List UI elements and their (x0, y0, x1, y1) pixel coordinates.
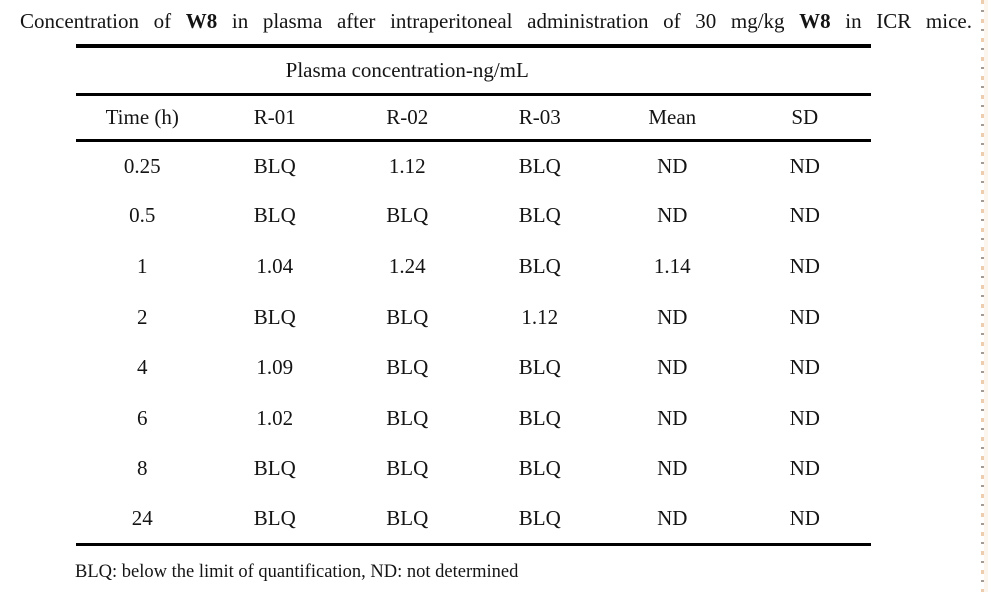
table-row: 4 1.09 BLQ BLQ ND ND (76, 342, 871, 393)
cell-sd: ND (789, 405, 820, 430)
cell-mean: ND (657, 203, 688, 228)
col-header-r03: R-03 (473, 94, 606, 142)
cell-r01: BLQ (253, 456, 296, 481)
cell-r03: BLQ (473, 494, 606, 547)
table-row: 0.5 BLQ BLQ BLQ ND ND (76, 191, 871, 242)
col-header-r02: R-02 (341, 94, 474, 142)
cell-mean: 1.14 (653, 253, 691, 278)
table-row: 1 1.04 1.24 BLQ 1.14 ND (76, 241, 871, 292)
cell-mean: ND (657, 355, 688, 380)
cell-r01: 1.09 (256, 355, 294, 380)
cell-r03: BLQ (518, 153, 561, 178)
table-column-header-row: Time (h) R-01 R-02 R-03 Mean SD (76, 94, 871, 142)
cell-time: 8 (137, 456, 148, 481)
col-header-sd: SD (738, 94, 871, 142)
cell-r03: BLQ (518, 405, 561, 430)
caption-compound-name-2: W8 (799, 9, 831, 33)
cell-r02: BLQ (386, 203, 429, 228)
cell-sd: ND (789, 203, 820, 228)
cell-mean: ND (657, 153, 688, 178)
cell-r01: BLQ (208, 494, 341, 547)
cell-time: 6 (137, 405, 148, 430)
cell-mean: ND (606, 494, 739, 547)
table-row: 8 BLQ BLQ BLQ ND ND (76, 444, 871, 495)
cell-r02: BLQ (386, 456, 429, 481)
cell-mean: ND (657, 405, 688, 430)
col-header-mean: Mean (606, 94, 739, 142)
table-row: 24 BLQ BLQ BLQ ND ND (76, 494, 871, 547)
cell-r01: BLQ (253, 203, 296, 228)
scan-page-margin (984, 0, 988, 592)
cell-r03: BLQ (518, 203, 561, 228)
cell-r02: BLQ (386, 405, 429, 430)
plasma-concentration-table: Plasma concentration-ng/mL Time (h) R-01… (76, 44, 871, 547)
table-group-header-row: Plasma concentration-ng/mL (76, 46, 871, 96)
caption-text-2: in plasma after intraperitoneal administ… (217, 9, 800, 33)
cell-mean: ND (657, 456, 688, 481)
col-header-time: Time (h) (76, 94, 209, 142)
scan-edge-artifact (981, 0, 984, 592)
group-header-spacer-left (76, 46, 209, 96)
cell-time: 4 (137, 355, 148, 380)
caption-text-1: Concentration of (20, 9, 186, 33)
cell-time: 24 (76, 494, 209, 547)
cell-r03: BLQ (518, 355, 561, 380)
cell-r02: 1.24 (388, 253, 426, 278)
cell-sd: ND (738, 494, 871, 547)
caption-text-3: in ICR mice. (830, 9, 972, 33)
group-header-plasma-concentration: Plasma concentration-ng/mL (208, 46, 606, 96)
cell-r03: BLQ (518, 456, 561, 481)
cell-r02: BLQ (386, 304, 429, 329)
caption-compound-name-1: W8 (185, 9, 218, 33)
cell-r01: BLQ (253, 153, 296, 178)
cell-sd: ND (789, 253, 820, 278)
col-header-r01: R-01 (208, 94, 341, 142)
cell-sd: ND (789, 355, 820, 380)
cell-mean: ND (657, 304, 688, 329)
cell-r01: 1.02 (256, 405, 294, 430)
table-footnote: BLQ: below the limit of quantification, … (75, 562, 519, 582)
cell-time: 1 (137, 253, 148, 278)
table-row: 0.25 BLQ 1.12 BLQ ND ND (76, 140, 871, 191)
cell-r03: BLQ (518, 253, 561, 278)
group-header-spacer-right (606, 46, 871, 96)
cell-r01: 1.04 (256, 253, 294, 278)
cell-time: 2 (137, 304, 148, 329)
cell-r01: BLQ (253, 304, 296, 329)
cell-r02: BLQ (341, 494, 474, 547)
table-row: 2 BLQ BLQ 1.12 ND ND (76, 292, 871, 343)
cell-r02: 1.12 (388, 153, 426, 178)
cell-r03: 1.12 (521, 304, 559, 329)
cell-time: 0.5 (129, 203, 156, 228)
cell-sd: ND (789, 304, 820, 329)
cell-sd: ND (789, 456, 820, 481)
cell-r02: BLQ (386, 355, 429, 380)
cell-time: 0.25 (123, 153, 161, 178)
table-caption: Concentration of W8 in plasma after intr… (20, 7, 972, 35)
table-row: 6 1.02 BLQ BLQ ND ND (76, 393, 871, 444)
cell-sd: ND (789, 153, 820, 178)
